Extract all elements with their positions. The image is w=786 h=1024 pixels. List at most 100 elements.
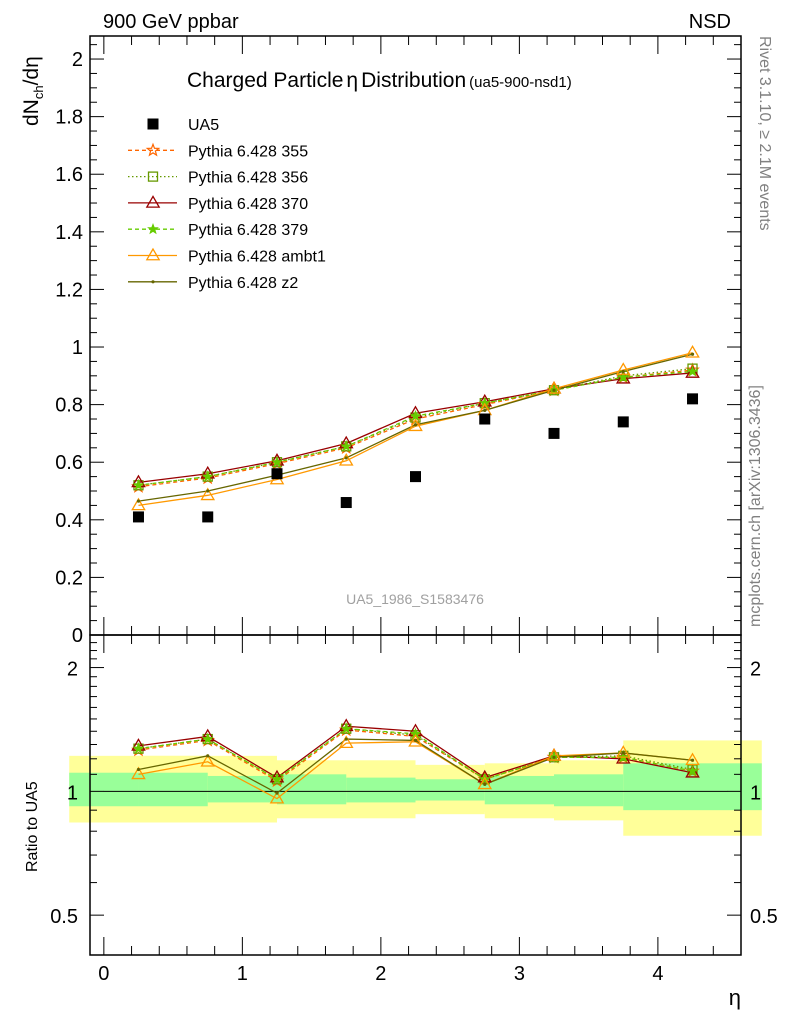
series-point xyxy=(269,452,285,466)
legend-marker xyxy=(147,118,159,130)
legend-label: Pythia 6.428 370 xyxy=(188,196,308,213)
series-line xyxy=(138,372,693,484)
y-tick-label: 1.2 xyxy=(55,279,83,301)
x-tick-label: 3 xyxy=(514,963,525,985)
series-point xyxy=(136,499,141,503)
legend-label: Pythia 6.428 356 xyxy=(188,170,308,187)
ratio-point xyxy=(338,735,354,749)
series-point xyxy=(690,352,695,356)
series-point xyxy=(338,452,354,466)
data-point xyxy=(410,471,421,483)
ratio-point xyxy=(200,753,216,767)
y-tick-label: 1.6 xyxy=(55,164,83,186)
series-point xyxy=(685,344,700,358)
ratio-point xyxy=(136,767,141,772)
main-panel: 0 0.2 0.4 0.6 0.8 1 1.2 1.4 1.6 1.8 2 xyxy=(55,35,742,647)
legend-label: Pythia 6.428 ambt1 xyxy=(188,249,326,266)
data-point xyxy=(548,427,560,439)
legend-label: Pythia 6.428 z2 xyxy=(188,275,298,292)
series-point xyxy=(340,440,353,452)
legend-label: Pythia 6.428 355 xyxy=(188,143,308,160)
ratio-panel: 0.5 0.5 1 1 2 2 xyxy=(50,634,778,956)
ratio-tick-label-right: 2 xyxy=(750,659,761,681)
ratio-axis-label: Ratio to UA5 xyxy=(24,781,41,872)
series-point xyxy=(686,365,699,377)
x-tick-label: 1 xyxy=(237,963,248,985)
data-point xyxy=(340,497,352,509)
ratio-point xyxy=(552,755,556,759)
data-point xyxy=(202,511,214,523)
y-tick-label: 1.4 xyxy=(55,222,83,244)
series-point xyxy=(617,371,630,383)
ratio-point xyxy=(621,751,625,755)
ratio-axis-ticks: 0.5 0.5 1 1 2 2 xyxy=(50,635,778,956)
ratio-point xyxy=(408,733,423,747)
ratio-point xyxy=(477,776,493,790)
legend-marker xyxy=(147,222,159,235)
series-line xyxy=(138,369,693,488)
x-axis-label: η xyxy=(729,985,741,1010)
rivet-label: Rivet 3.1.10, ≥ 2.1M events xyxy=(756,36,773,231)
legend-marker xyxy=(145,195,161,208)
ratio-point xyxy=(131,766,146,780)
ratio-point xyxy=(615,745,631,758)
header-left: 900 GeV ppbar xyxy=(103,11,239,33)
series-point xyxy=(483,408,487,412)
series-point xyxy=(201,470,214,482)
ratio-point xyxy=(686,764,699,777)
series-point xyxy=(206,489,210,493)
legend-label: UA5 xyxy=(188,117,219,134)
ratio-point xyxy=(483,782,487,786)
main-axis-ticks: 0 0.2 0.4 0.6 0.8 1 1.2 1.4 1.6 1.8 2 xyxy=(55,36,742,647)
x-tick-label: 2 xyxy=(375,963,386,985)
ratio-tick-label-left: 0.5 xyxy=(50,906,78,928)
legend-label: Pythia 6.428 379 xyxy=(188,222,308,239)
data-point xyxy=(687,393,699,405)
chart-title-symbol: η xyxy=(346,69,358,92)
ua5-data-points xyxy=(132,393,699,523)
ratio-point xyxy=(340,722,353,734)
ratio-line xyxy=(138,728,693,781)
ratio-point xyxy=(413,738,418,743)
uncertainty-bands xyxy=(69,740,762,836)
series-point xyxy=(131,497,146,511)
legend-marker xyxy=(151,280,155,284)
main-series-markers xyxy=(131,344,700,511)
legend: UA5 Pythia 6.428 355 Pythia 6.428 356 Pythi… xyxy=(128,117,326,292)
ratio-tick-label-left: 2 xyxy=(67,659,78,681)
legend-marker xyxy=(145,247,161,261)
y-tick-label: 0.6 xyxy=(55,452,83,474)
ratio-frame xyxy=(89,634,742,956)
y-axis-label: dNch/dη xyxy=(20,56,46,126)
ratio-point xyxy=(206,754,210,758)
main-series-lines xyxy=(138,352,693,507)
y-axis-label-rest: /dη xyxy=(20,56,43,85)
x-tick-label: 0 xyxy=(98,963,109,985)
x-tick-labels: 0 1 2 3 4 xyxy=(98,963,663,985)
ratio-tick-label-right: 1 xyxy=(750,782,761,804)
ratio-point xyxy=(132,742,145,754)
y-axis-label-sub: ch xyxy=(31,85,46,99)
series-point xyxy=(344,456,348,460)
y-tick-label: 2 xyxy=(72,49,83,71)
series-point xyxy=(200,487,216,501)
legend-marker xyxy=(145,142,161,157)
series-point xyxy=(408,418,423,432)
ratio-point xyxy=(201,732,214,745)
series-point xyxy=(477,393,493,407)
ratio-tick-label-left: 1 xyxy=(67,782,78,804)
ratio-point xyxy=(690,758,695,762)
chart-title-tag: (ua5-900-nsd1) xyxy=(469,74,572,91)
ratio-point xyxy=(344,737,348,741)
y-axis-label-main: dN xyxy=(20,99,43,126)
series-point xyxy=(409,409,422,422)
header-right: NSD xyxy=(689,11,731,33)
ratio-point xyxy=(275,791,279,795)
legend-marker xyxy=(147,171,159,182)
series-point xyxy=(552,388,556,392)
ratio-point xyxy=(546,748,562,761)
ratio-tick-label-right: 0.5 xyxy=(750,906,778,928)
data-point xyxy=(617,416,629,428)
mcplots-label: mcplots.cern.ch [arXiv:1306.3436] xyxy=(747,385,764,627)
